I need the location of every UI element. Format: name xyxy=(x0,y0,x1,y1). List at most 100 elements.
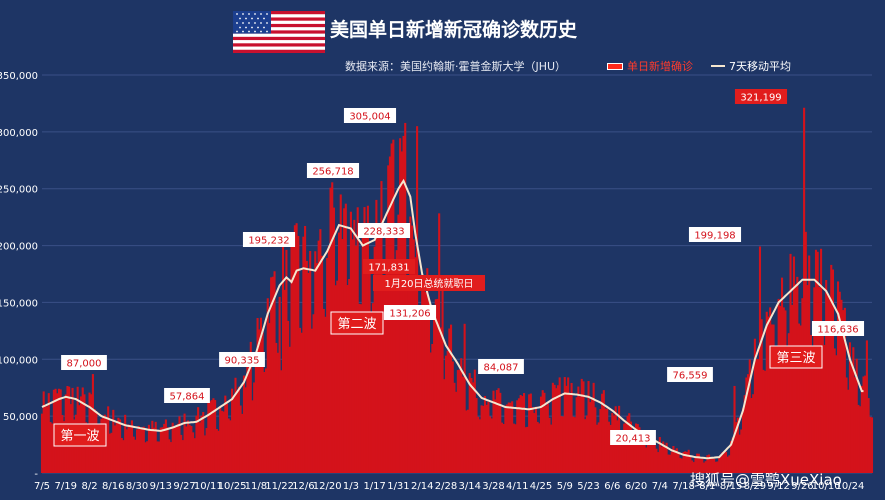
daily-bar xyxy=(346,285,349,473)
daily-bar xyxy=(158,441,161,473)
x-tick-label: 11/8 xyxy=(245,481,267,492)
x-tick-label: 1/17 xyxy=(363,481,385,492)
daily-bar xyxy=(98,432,101,473)
daily-bar xyxy=(616,420,619,473)
daily-bar xyxy=(709,457,712,473)
daily-bar xyxy=(735,422,738,473)
daily-bar xyxy=(417,310,420,473)
daily-bar xyxy=(265,368,268,473)
daily-bar xyxy=(144,442,147,473)
daily-bar xyxy=(178,416,181,473)
daily-bar xyxy=(475,398,478,473)
daily-bar xyxy=(236,393,239,473)
x-tick-label: 6/6 xyxy=(604,481,620,492)
daily-bar xyxy=(560,416,563,473)
daily-bar xyxy=(699,458,702,473)
daily-bar xyxy=(249,341,252,473)
daily-bar xyxy=(266,298,269,473)
daily-bar xyxy=(278,296,281,473)
daily-bar xyxy=(512,423,515,473)
daily-bar xyxy=(337,232,341,473)
daily-bar xyxy=(203,435,206,473)
legend-label-avg: 7天移动平均 xyxy=(729,60,791,73)
daily-bar xyxy=(422,290,425,473)
daily-bar xyxy=(660,446,663,473)
daily-bar xyxy=(786,356,789,473)
daily-bar xyxy=(538,423,541,473)
daily-bar xyxy=(619,432,622,473)
daily-bar xyxy=(137,425,140,473)
daily-bar xyxy=(152,427,156,473)
daily-bar xyxy=(258,329,261,473)
daily-bar xyxy=(758,246,762,473)
daily-bar xyxy=(869,416,872,473)
daily-bar xyxy=(234,377,237,473)
daily-bar xyxy=(716,461,719,473)
daily-bar xyxy=(584,419,587,473)
daily-bar xyxy=(595,424,599,473)
annotation-box xyxy=(330,311,384,335)
daily-bar xyxy=(237,386,240,473)
daily-bar xyxy=(151,420,154,473)
daily-bar xyxy=(163,423,166,473)
daily-bar xyxy=(366,205,369,473)
x-tick-label: 12/6 xyxy=(292,481,314,492)
daily-bar xyxy=(728,455,731,473)
daily-bar xyxy=(536,421,539,473)
value-callout-box xyxy=(667,367,713,382)
daily-bar xyxy=(287,320,290,473)
daily-bar xyxy=(450,324,453,473)
daily-bar xyxy=(455,391,458,473)
value-callout-label: 195,232 xyxy=(248,236,289,247)
daily-bar xyxy=(166,427,169,473)
daily-bar xyxy=(577,386,580,473)
daily-bar xyxy=(847,389,850,473)
daily-bar xyxy=(280,370,283,473)
daily-bar xyxy=(305,260,308,473)
daily-bar xyxy=(412,239,415,473)
legend-label-daily: 单日新增确诊 xyxy=(627,60,693,73)
daily-bar xyxy=(714,461,717,473)
daily-bar xyxy=(156,441,159,473)
daily-bar xyxy=(295,223,298,473)
daily-bar xyxy=(770,324,773,473)
x-tick-label: 9/27 xyxy=(173,481,195,492)
daily-bar xyxy=(750,398,753,473)
daily-bar xyxy=(356,207,359,474)
daily-bar xyxy=(755,359,758,473)
daily-bar xyxy=(796,276,799,473)
daily-bar xyxy=(200,415,203,473)
value-callout-label: 199,198 xyxy=(694,231,735,242)
daily-bar xyxy=(351,239,354,473)
daily-bar xyxy=(494,399,497,473)
daily-bar xyxy=(324,316,327,473)
daily-bar xyxy=(404,122,407,473)
daily-bar xyxy=(489,416,492,473)
value-callout-box xyxy=(164,388,210,403)
daily-bar xyxy=(382,284,385,473)
daily-bar xyxy=(526,426,529,473)
daily-bar xyxy=(46,406,49,473)
value-callout-box xyxy=(362,259,416,274)
daily-bar xyxy=(365,237,368,473)
daily-bar xyxy=(485,404,488,473)
daily-bar xyxy=(741,408,745,473)
daily-bar xyxy=(298,327,302,473)
daily-bar xyxy=(495,390,498,473)
x-tick-label: 8/2 xyxy=(81,481,97,492)
x-tick-label: 8/1 xyxy=(699,481,715,492)
daily-bar xyxy=(202,412,205,473)
daily-bar xyxy=(825,280,828,473)
y-tick-label: 300,000 xyxy=(0,128,38,139)
daily-bar xyxy=(646,432,649,473)
daily-bar xyxy=(636,424,639,473)
annotation-box xyxy=(373,275,485,291)
daily-bar xyxy=(315,263,319,473)
daily-bar xyxy=(719,455,722,473)
moving-average-line xyxy=(41,178,864,460)
daily-bar xyxy=(472,382,475,473)
legend-item-avg: 7天移动平均 xyxy=(711,58,791,74)
daily-bar xyxy=(217,430,220,473)
daily-bar xyxy=(164,419,167,473)
daily-bar xyxy=(747,374,750,473)
